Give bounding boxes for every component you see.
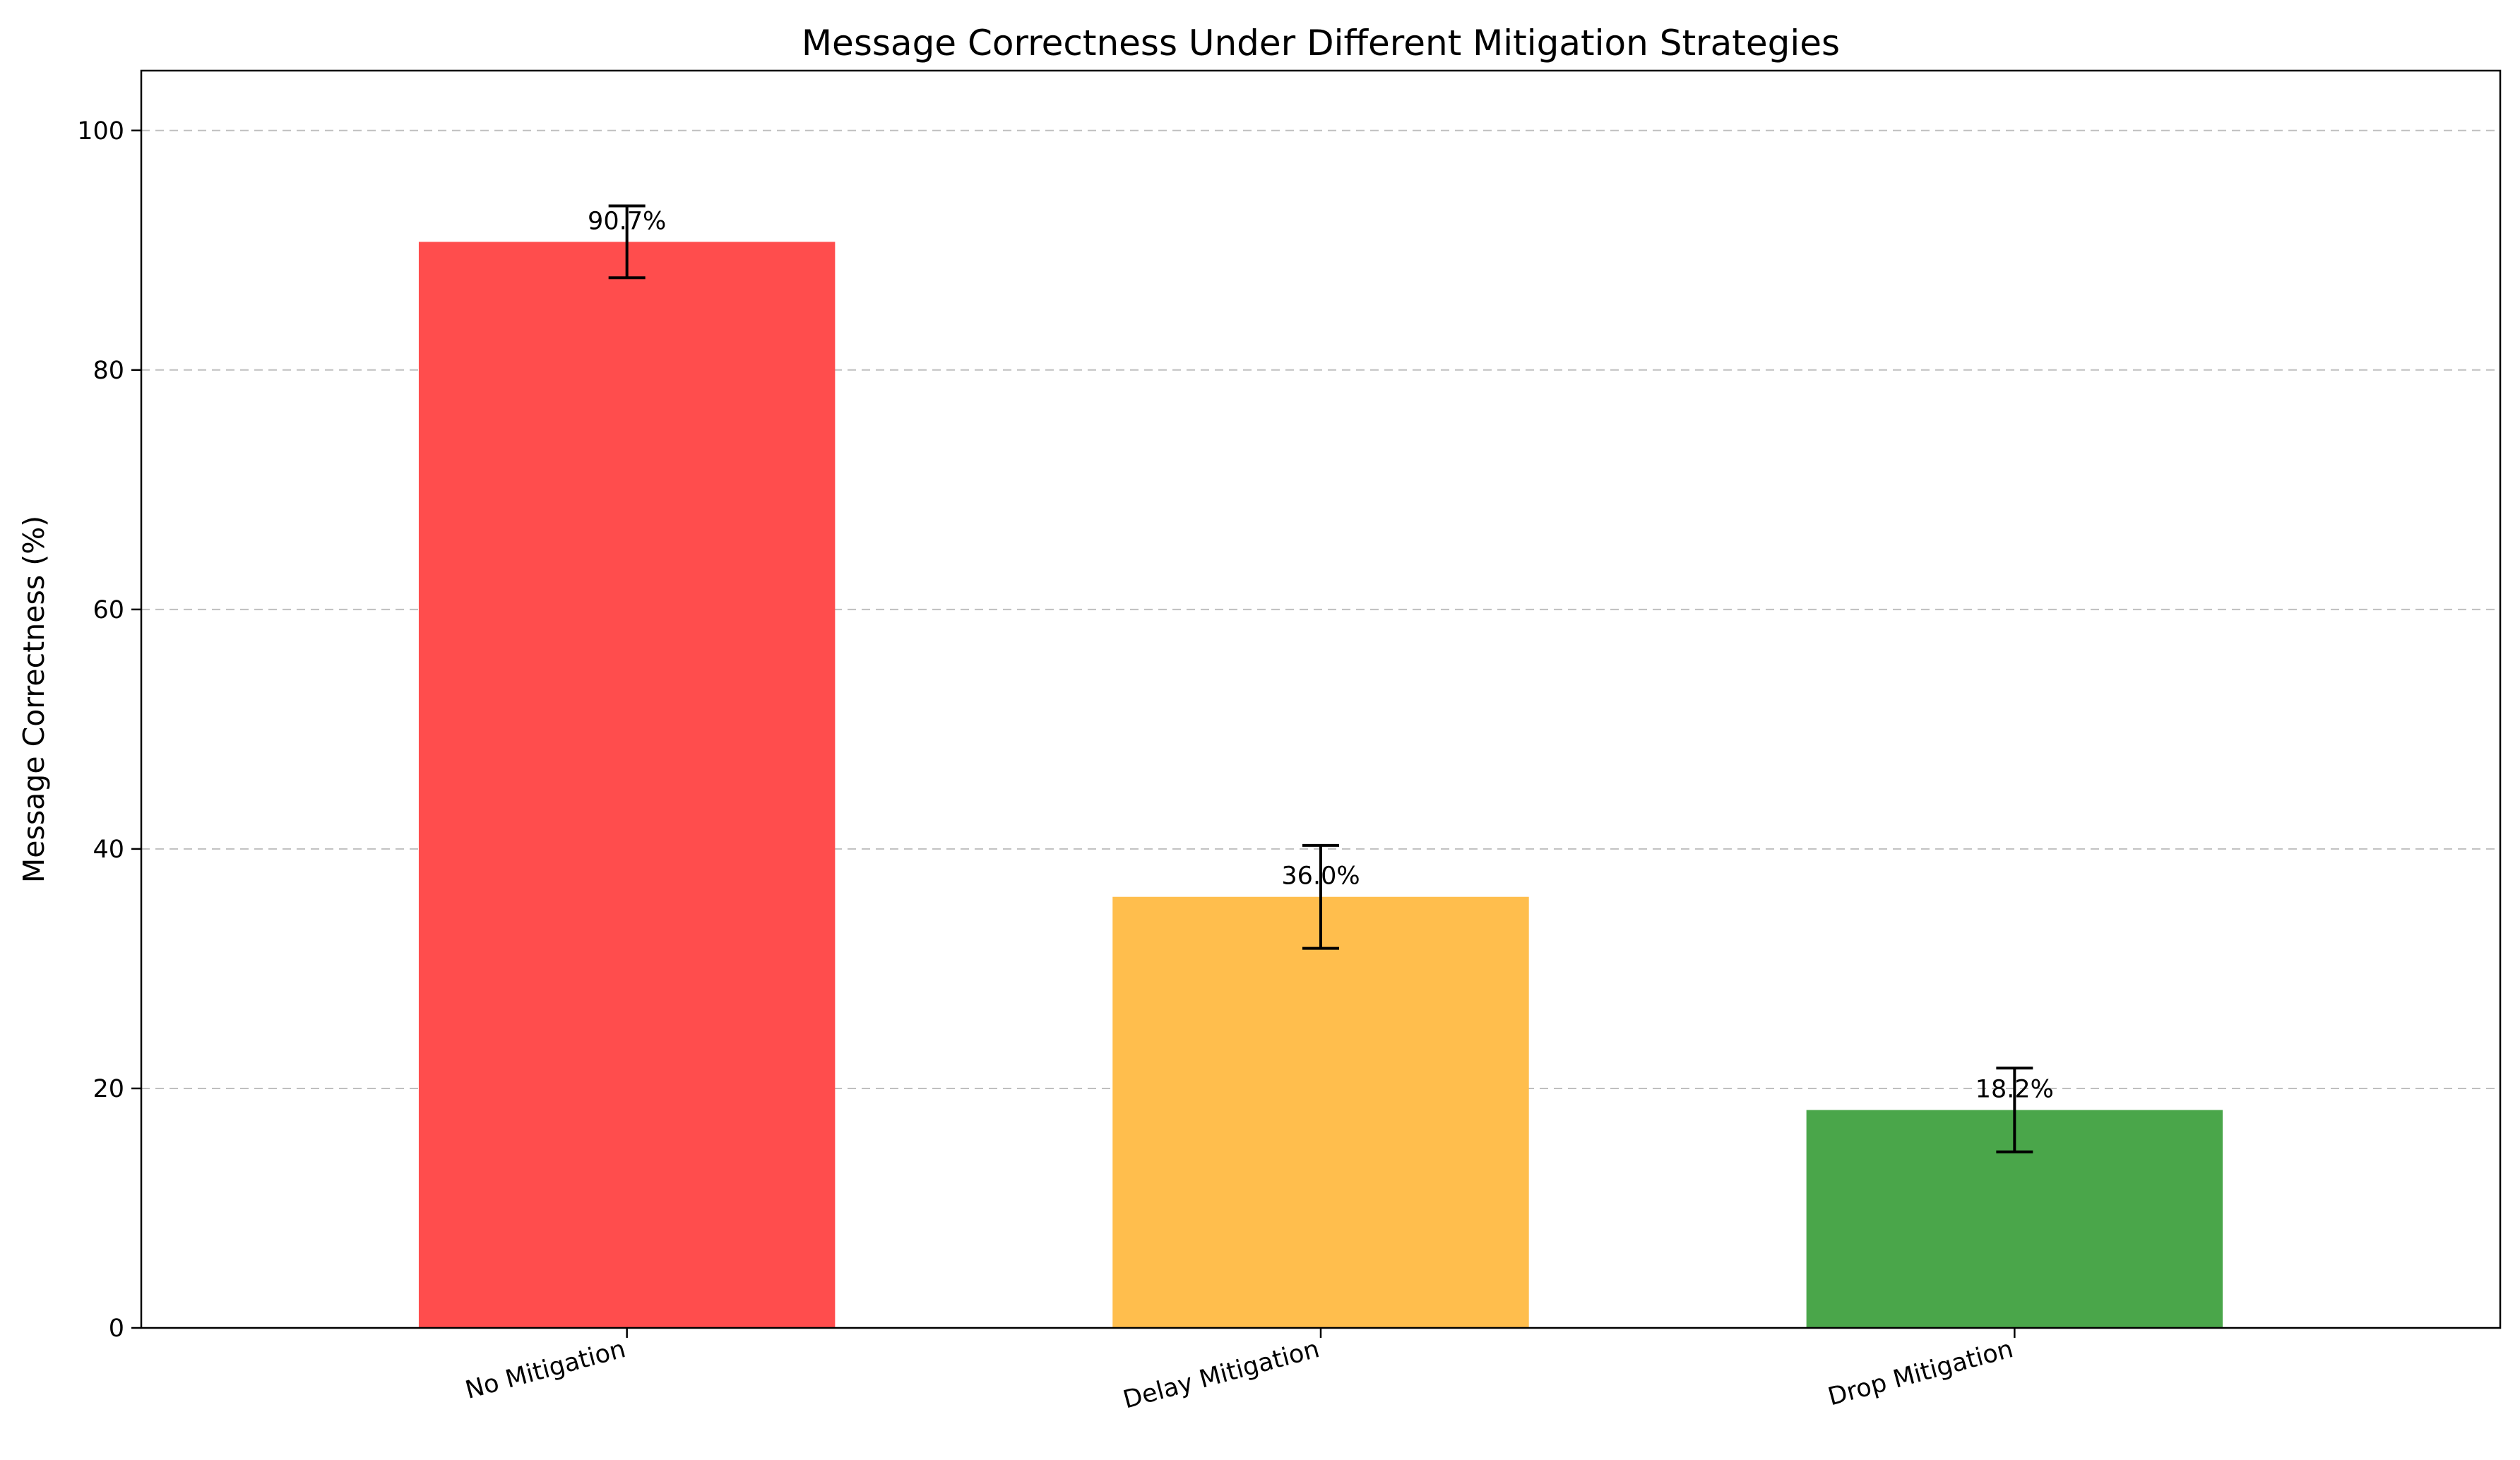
- y-tick-label: 100: [77, 117, 124, 146]
- y-tick-label: 60: [93, 596, 124, 624]
- y-tick-label: 80: [93, 357, 124, 385]
- bar-value-label: 90.7%: [588, 207, 666, 235]
- chart-title: Message Correctness Under Different Miti…: [802, 23, 1840, 64]
- y-tick-label: 20: [93, 1075, 124, 1103]
- bar: [1112, 896, 1529, 1328]
- y-tick-label: 0: [109, 1314, 124, 1343]
- bar-value-label: 36.0%: [1281, 862, 1360, 891]
- y-axis-ticks: 0 20 40 60 80 100: [77, 117, 141, 1343]
- y-tick-label: 40: [93, 836, 124, 864]
- bar-value-label: 18.2%: [1975, 1075, 2054, 1103]
- bar: [418, 242, 836, 1328]
- error-bars: [608, 204, 2033, 1153]
- data-labels: 90.7% 36.0% 18.2%: [588, 207, 2054, 1103]
- y-axis-label: Message Correctness (%): [17, 516, 51, 883]
